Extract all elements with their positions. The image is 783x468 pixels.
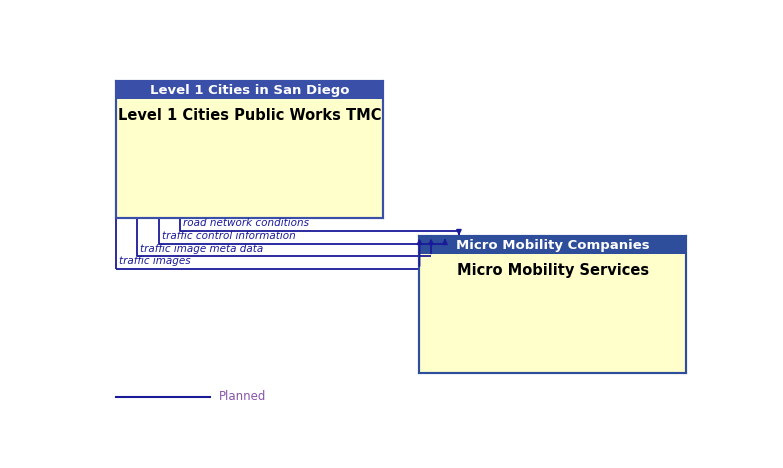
Text: Level 1 Cities Public Works TMC: Level 1 Cities Public Works TMC [117, 108, 381, 123]
Text: road network conditions: road network conditions [183, 219, 309, 228]
Bar [420, 236, 687, 254]
Text: Level 1 Cities in San Diego: Level 1 Cities in San Diego [150, 84, 349, 97]
Bar [116, 81, 383, 218]
Text: traffic image meta data: traffic image meta data [140, 244, 264, 254]
Text: Micro Mobility Services: Micro Mobility Services [457, 263, 649, 278]
Bar [420, 236, 687, 373]
Bar [116, 81, 383, 99]
Text: traffic images: traffic images [119, 256, 191, 266]
Text: Planned: Planned [219, 390, 267, 403]
Text: traffic control information: traffic control information [161, 231, 295, 241]
Text: Micro Mobility Companies: Micro Mobility Companies [456, 239, 650, 252]
